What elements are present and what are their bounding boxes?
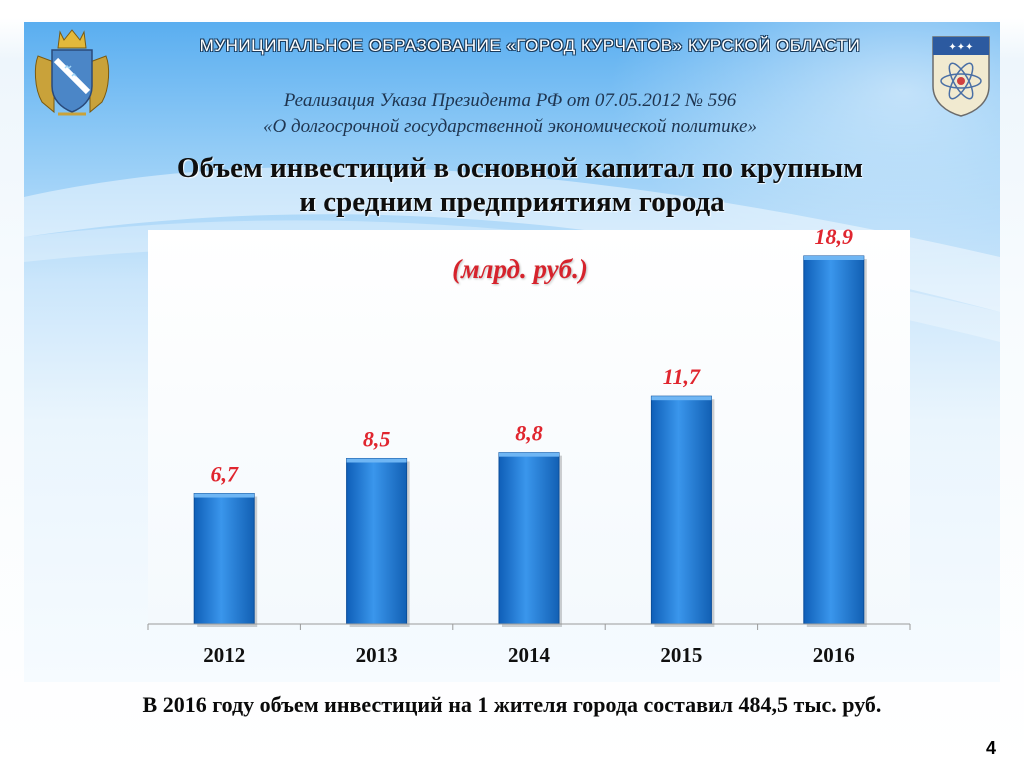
kursk-oblast-coat-of-arms-icon <box>32 26 112 123</box>
bar-2015 <box>650 395 712 625</box>
data-label-2014: 8,8 <box>515 421 543 446</box>
decree-line-2: «О долгосрочной государственной экономич… <box>263 116 757 137</box>
footnote: В 2016 году объем инвестиций на 1 жителя… <box>142 692 882 717</box>
x-tick-label-2013: 2013 <box>356 643 398 667</box>
bar-top-highlight <box>346 458 407 463</box>
x-tick-label-2012: 2012 <box>203 643 245 667</box>
data-label-2012: 6,7 <box>210 462 239 487</box>
bar-2016 <box>803 255 865 625</box>
units-label: (млрд. руб.) <box>452 254 588 284</box>
bar-2013 <box>346 457 408 625</box>
municipality-banner: МУНИЦИПАЛЬНОЕ ОБРАЗОВАНИЕ «ГОРОД КУРЧАТО… <box>199 36 861 55</box>
bar-top-highlight <box>499 452 559 457</box>
bar-2014 <box>498 452 560 625</box>
x-tick-label-2015: 2015 <box>660 643 702 667</box>
data-label-2015: 11,7 <box>663 364 701 389</box>
decree-line-1: Реализация Указа Президента РФ от 07.05.… <box>283 90 737 111</box>
chart-title-line-2: и средним предприятиям города <box>299 186 725 218</box>
bar-top-highlight <box>651 396 712 401</box>
data-label-2013: 8,5 <box>363 426 391 451</box>
x-tick-label-2016: 2016 <box>813 643 855 667</box>
kurchatov-city-coat-of-arms-icon: ✦✦✦ <box>930 34 992 123</box>
svg-text:✦✦✦: ✦✦✦ <box>948 42 973 53</box>
bar-top-highlight <box>803 256 864 260</box>
bar-2012 <box>193 493 255 625</box>
data-label-2016: 18,9 <box>815 224 854 249</box>
page-number: 4 <box>986 738 997 758</box>
x-tick-label-2014: 2014 <box>508 643 551 667</box>
chart-title-line-1: Объем инвестиций в основной капитал по к… <box>176 152 864 184</box>
bar-top-highlight <box>194 493 255 498</box>
